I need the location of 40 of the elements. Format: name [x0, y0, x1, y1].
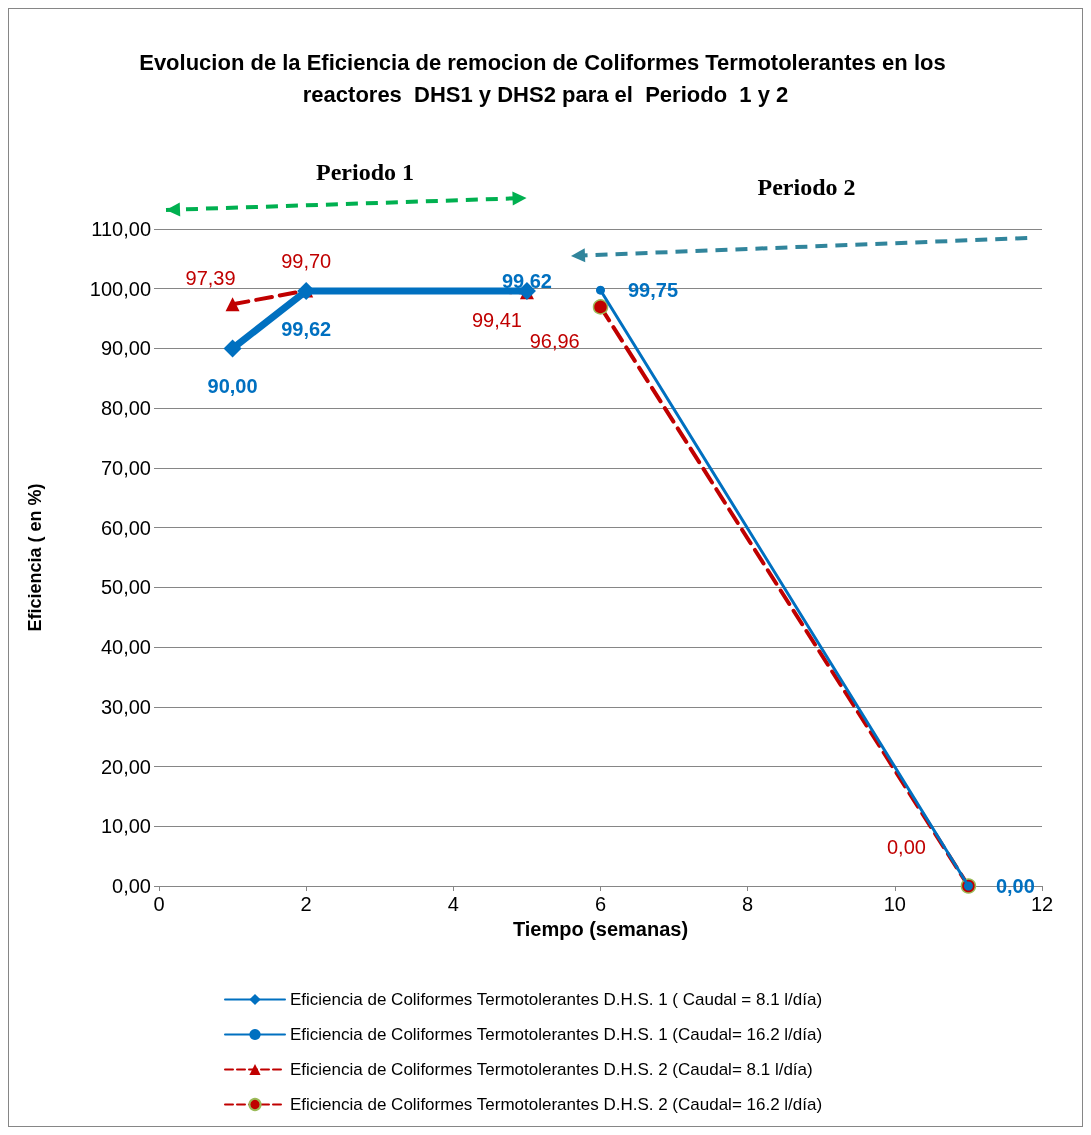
y-tick-label: 50,00	[100, 576, 151, 599]
y-tick-label: 40,00	[100, 636, 151, 659]
data-label: 99,70	[281, 249, 332, 272]
data-label: 99,62	[501, 270, 552, 292]
point	[223, 339, 242, 358]
data-label: 0,00	[886, 836, 926, 859]
legend-label: Eficiencia de Coliformes Termotolerantes D.H.S. 1 (Caudal= 16.2 l/día)	[290, 1025, 823, 1044]
y-tick-label: 20,00	[100, 755, 151, 778]
point	[592, 299, 609, 315]
point	[596, 285, 605, 295]
x-axis-title: Tiempo (semanas)	[512, 917, 689, 940]
y-tick-label: 10,00	[100, 815, 151, 838]
x-tick-label: 4	[447, 893, 459, 915]
data-label: 99,75	[628, 279, 679, 302]
data-label: 97,39	[185, 267, 236, 290]
y-tick-label: 30,00	[100, 695, 151, 718]
x-tick-label: 8	[742, 893, 754, 915]
y-tick-label: 70,00	[100, 456, 151, 479]
x-tick-label: 6	[594, 893, 607, 915]
legend-label: Eficiencia de Coliformes Termotolerantes D.H.S. 2 (Caudal= 8.1 l/día)	[290, 1060, 813, 1079]
y-tick-label: 0,00	[112, 875, 151, 897]
data-label: 99,41	[471, 309, 522, 332]
y-tick-label: 90,00	[100, 337, 151, 360]
data-label: 90,00	[207, 375, 258, 398]
legend-label: Eficiencia de Coliformes Termotolerantes D.H.S. 1 ( Caudal = 8.1 l/día)	[290, 990, 823, 1009]
data-label: 96,96	[529, 329, 580, 352]
y-tick-label: 100,00	[89, 277, 151, 300]
y-tick-label: 110,00	[91, 218, 151, 240]
text: Periodo 2	[757, 173, 856, 201]
x-tick-label: 10	[883, 893, 906, 915]
chart-title: Evolucion de la Eficiencia de remocion de Coliformes Termotolerantes en los reactores DHS1 y DHS2 para el Periodo 1 y 2	[139, 49, 952, 107]
x-tick-label: 0	[153, 893, 165, 915]
y-axis-title: Eficiencia ( en %)	[25, 483, 45, 632]
data-label: 99,62	[281, 318, 332, 340]
point	[225, 297, 240, 312]
x-tick-label: 2	[300, 893, 312, 915]
y-tick-label: 60,00	[100, 516, 151, 539]
text: Periodo 1	[316, 158, 415, 186]
legend-label: Eficiencia de Coliformes Termotolerantes D.H.S. 2 (Caudal= 16.2 l/día)	[290, 1095, 823, 1114]
y-tick-label: 80,00	[100, 397, 151, 420]
